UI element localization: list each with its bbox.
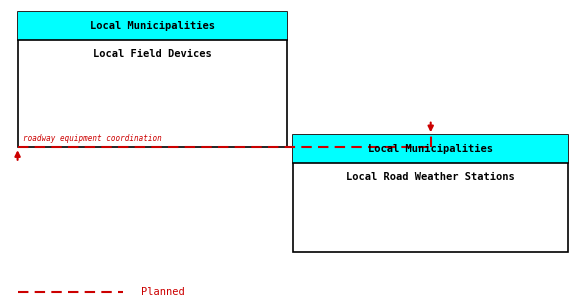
Bar (293, 135, 568, 163)
Text: Local Field Devices: Local Field Devices (93, 49, 212, 59)
Text: Local Municipalities: Local Municipalities (90, 21, 215, 31)
Bar (18, 12, 287, 147)
Bar (293, 135, 568, 252)
Text: Planned: Planned (141, 287, 185, 297)
Text: roadway equipment coordination: roadway equipment coordination (23, 134, 162, 143)
Text: Local Road Weather Stations: Local Road Weather Stations (346, 172, 515, 182)
Text: Local Municipalities: Local Municipalities (368, 144, 493, 154)
Bar (18, 12, 287, 40)
